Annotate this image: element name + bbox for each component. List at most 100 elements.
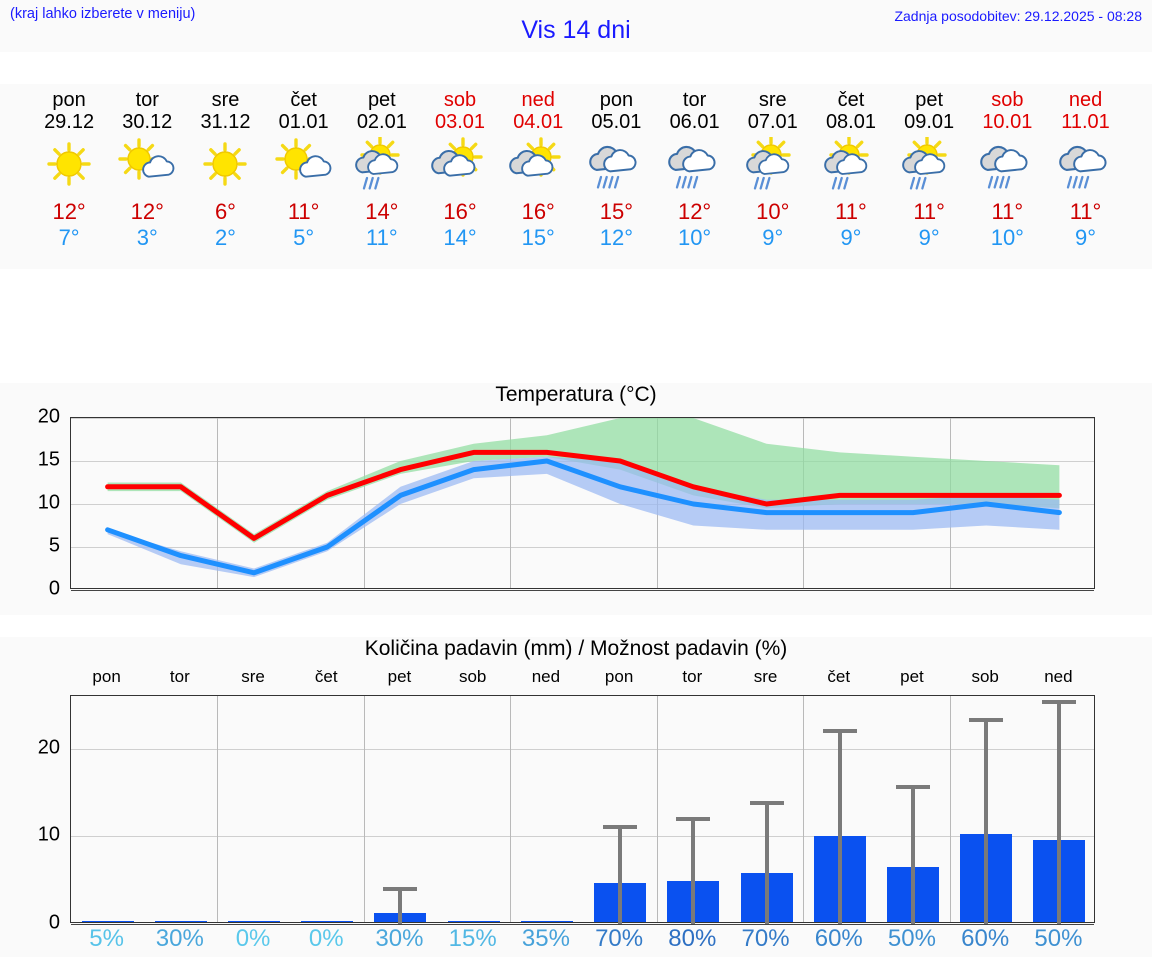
y-axis-tick-label: 20 bbox=[37, 405, 60, 428]
cloud-sun-icon bbox=[421, 137, 499, 193]
day-forecast-column[interactable]: pon 29.12 12° 7° bbox=[30, 84, 108, 269]
precipitation-plot-area bbox=[70, 695, 1095, 925]
day-min-temp: 9° bbox=[918, 225, 940, 250]
day-min-temp: 14° bbox=[443, 225, 477, 250]
sun-cloud-rain-icon bbox=[343, 137, 421, 193]
day-forecast-column[interactable]: pet 02.01 14° 11° bbox=[343, 84, 421, 269]
precipitation-probability: 30% bbox=[375, 925, 424, 952]
precipitation-error-bar bbox=[691, 817, 696, 924]
sun-icon bbox=[186, 137, 264, 193]
day-name: sre bbox=[211, 89, 240, 111]
cloud-rain-icon bbox=[1046, 137, 1124, 193]
precipitation-error-cap bbox=[749, 801, 784, 806]
gridline bbox=[510, 418, 512, 588]
precipitation-day-label: tor bbox=[169, 667, 190, 686]
day-date: 06.01 bbox=[669, 111, 720, 133]
sun-cloud-rain-icon bbox=[734, 137, 812, 193]
day-name: pon bbox=[599, 89, 634, 111]
day-min-temp: 7° bbox=[58, 225, 80, 250]
precipitation-probability: 30% bbox=[155, 925, 204, 952]
day-name: tor bbox=[135, 89, 159, 111]
temperature-chart-title: Temperatura (°C) bbox=[495, 383, 657, 406]
precipitation-error-cap bbox=[969, 717, 1004, 722]
cloud-rain-icon bbox=[656, 137, 734, 193]
day-min-temp: 3° bbox=[136, 225, 158, 250]
gridline bbox=[71, 418, 1094, 419]
day-forecast-column[interactable]: tor 06.01 12° 10° bbox=[656, 84, 734, 269]
precipitation-bar[interactable] bbox=[81, 921, 134, 922]
day-name: čet bbox=[290, 89, 317, 111]
day-min-temp: 2° bbox=[214, 225, 236, 250]
day-forecast-column[interactable]: sre 31.12 6° 2° bbox=[186, 84, 264, 269]
precipitation-day-label: čet bbox=[314, 667, 338, 686]
day-forecast-column[interactable]: pon 05.01 15° 12° bbox=[577, 84, 655, 269]
gridline bbox=[217, 418, 219, 588]
day-forecast-column[interactable]: sob 03.01 16° 14° bbox=[421, 84, 499, 269]
day-name: ned bbox=[521, 89, 555, 111]
gridline bbox=[803, 696, 805, 922]
precipitation-day-label: ned bbox=[531, 667, 561, 686]
day-forecast-column[interactable]: ned 11.01 11° 9° bbox=[1046, 84, 1124, 269]
day-forecast-column[interactable]: čet 08.01 11° 9° bbox=[812, 84, 890, 269]
last-update-text: Zadnja posodobitev: 29.12.2025 - 08:28 bbox=[894, 8, 1142, 24]
day-min-temp: 5° bbox=[293, 225, 315, 250]
gridline bbox=[71, 924, 1094, 925]
day-max-temp: 16° bbox=[443, 199, 477, 224]
day-name: sre bbox=[758, 89, 787, 111]
cloud-sun-icon bbox=[499, 137, 577, 193]
gridline bbox=[363, 696, 365, 922]
day-name: pon bbox=[52, 89, 86, 111]
day-max-temp: 6° bbox=[214, 199, 236, 224]
day-forecast-column[interactable]: sre 07.01 10° 9° bbox=[734, 84, 812, 269]
day-name: sob bbox=[991, 89, 1024, 111]
precipitation-day-label: sob bbox=[458, 667, 487, 686]
day-max-temp: 10° bbox=[756, 199, 790, 224]
day-max-temp: 12° bbox=[677, 199, 712, 224]
day-forecast-column[interactable]: pet 09.01 11° 9° bbox=[890, 84, 968, 269]
day-max-temp: 11° bbox=[913, 199, 945, 224]
day-forecast-column[interactable]: tor 30.12 12° 3° bbox=[108, 84, 186, 269]
precipitation-bar[interactable] bbox=[154, 921, 207, 922]
strip-spacer bbox=[0, 84, 30, 269]
day-forecast-column[interactable]: sob 10.01 11° 10° bbox=[968, 84, 1046, 269]
precipitation-error-bar bbox=[618, 824, 623, 924]
day-forecast-column[interactable]: čet 01.01 11° 5° bbox=[265, 84, 343, 269]
precipitation-bar[interactable] bbox=[228, 921, 281, 922]
precipitation-bar[interactable] bbox=[301, 921, 354, 922]
y-axis-tick-label: 0 bbox=[48, 577, 60, 600]
day-date: 02.01 bbox=[356, 111, 407, 133]
precipitation-day-label: čet bbox=[827, 667, 851, 686]
gridline bbox=[656, 696, 658, 922]
day-max-temp: 11° bbox=[287, 199, 320, 224]
y-axis-tick-label: 20 bbox=[37, 736, 60, 759]
sun-icon bbox=[30, 137, 108, 193]
precipitation-bar[interactable] bbox=[520, 921, 573, 922]
sun-cloud-icon bbox=[108, 137, 186, 193]
precipitation-probability: 0% bbox=[308, 925, 344, 952]
precipitation-day-label: sre bbox=[753, 667, 778, 686]
day-forecast-column[interactable]: ned 04.01 16° 15° bbox=[499, 84, 577, 269]
precipitation-error-cap bbox=[383, 887, 418, 892]
location-menu-note: (kraj lahko izberete v meniju) bbox=[10, 6, 196, 22]
day-min-temp: 10° bbox=[677, 225, 712, 250]
page-header: (kraj lahko izberete v meniju) Vis 14 dn… bbox=[0, 0, 1152, 52]
day-name: pet bbox=[367, 89, 396, 111]
precipitation-probability: 15% bbox=[448, 925, 497, 952]
precipitation-error-bar bbox=[910, 785, 915, 924]
cloud-rain-icon bbox=[968, 137, 1046, 193]
precipitation-day-label: tor bbox=[682, 667, 703, 686]
precipitation-error-bar bbox=[1057, 700, 1062, 924]
precipitation-probability: 50% bbox=[1034, 925, 1083, 952]
precipitation-error-bar bbox=[984, 717, 989, 924]
day-name: ned bbox=[1068, 89, 1103, 111]
page-title: Vis 14 dni bbox=[521, 16, 631, 44]
precipitation-day-label: pet bbox=[387, 667, 412, 686]
gridline bbox=[949, 696, 951, 922]
day-min-temp: 11° bbox=[366, 225, 398, 250]
precipitation-probability: 80% bbox=[668, 925, 717, 952]
precipitation-day-label: pon bbox=[604, 667, 634, 686]
day-name: sob bbox=[443, 89, 477, 111]
gridline bbox=[217, 696, 219, 922]
day-max-temp: 12° bbox=[130, 199, 164, 224]
precipitation-bar[interactable] bbox=[447, 921, 500, 922]
